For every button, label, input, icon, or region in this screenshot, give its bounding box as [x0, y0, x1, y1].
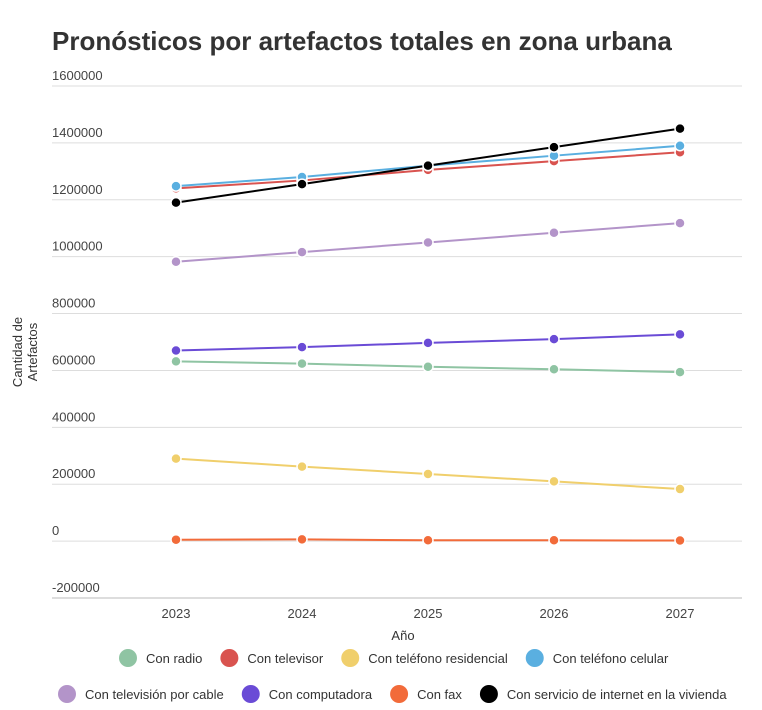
- data-point: [296, 341, 308, 353]
- series-lines: [170, 122, 686, 547]
- data-point: [548, 333, 560, 345]
- legend-swatch: [479, 685, 498, 703]
- data-point: [674, 139, 686, 152]
- legend-label: Con teléfono celular: [553, 651, 669, 666]
- data-point: [296, 357, 308, 370]
- data-point: [548, 227, 560, 239]
- legend-item: Con computadora: [241, 685, 373, 703]
- data-point: [170, 355, 182, 368]
- data-point: [674, 122, 686, 135]
- series-6: [170, 533, 686, 547]
- axes: -200000 0 200000 400000 600000 800000 1000000 1…: [10, 68, 694, 643]
- data-point: [548, 475, 560, 488]
- legend-label: Con servicio de internet en la vivienda: [507, 687, 727, 702]
- x-tick-label: 2026: [540, 606, 569, 621]
- data-point: [548, 534, 560, 547]
- data-point: [674, 483, 686, 495]
- data-point: [170, 196, 182, 209]
- data-point: [170, 533, 182, 546]
- data-point: [170, 344, 182, 357]
- x-tick-label: 2024: [288, 606, 317, 621]
- chart-title: Pronósticos por artefactos totales en zo…: [52, 26, 672, 56]
- y-axis-title: Cantidad deArtefactos: [10, 317, 40, 387]
- legend-item: Con servicio de internet en la vivienda: [479, 685, 727, 703]
- series-0: [170, 355, 686, 378]
- legend-swatch: [241, 685, 260, 703]
- legend-item: Con fax: [390, 685, 462, 703]
- y-tick-label: 1200000: [52, 182, 103, 197]
- legend-label: Con televisión por cable: [85, 687, 224, 702]
- data-point: [422, 337, 434, 349]
- legend-item: Con televisor: [220, 649, 324, 667]
- legend-label: Con fax: [417, 687, 462, 702]
- series-2: [170, 452, 686, 495]
- legend-item: Con teléfono celular: [525, 649, 669, 667]
- legend-item: Con teléfono residencial: [341, 649, 508, 667]
- x-tick-label: 2027: [666, 606, 695, 621]
- y-tick-label: 200000: [52, 466, 95, 481]
- legend-label: Con radio: [146, 651, 202, 666]
- data-point: [170, 452, 182, 465]
- legend-item: Con televisión por cable: [58, 685, 224, 703]
- y-tick-label: 600000: [52, 352, 95, 367]
- data-point: [170, 256, 182, 268]
- data-point: [296, 460, 308, 473]
- legend-label: Con teléfono residencial: [368, 651, 508, 666]
- legend-swatch: [390, 685, 409, 703]
- y-tick-label: 800000: [52, 296, 95, 311]
- data-point: [674, 366, 686, 378]
- legend-label: Con computadora: [269, 687, 373, 702]
- legend-swatch: [341, 649, 360, 667]
- legend-swatch: [119, 649, 137, 667]
- data-point: [422, 360, 434, 373]
- x-tick-label: 2025: [414, 606, 443, 621]
- legend-swatch: [220, 649, 239, 667]
- series-5: [170, 328, 686, 357]
- data-point: [296, 533, 308, 546]
- data-point: [296, 246, 308, 258]
- data-point: [422, 534, 434, 547]
- y-tick-label: 400000: [52, 409, 95, 424]
- x-tick-label: 2023: [162, 606, 191, 621]
- data-point: [422, 468, 434, 480]
- y-tick-label: 1000000: [52, 239, 103, 254]
- legend-label: Con televisor: [247, 651, 324, 666]
- y-tick-label: 0: [52, 523, 59, 538]
- legend-swatch: [525, 649, 544, 667]
- data-point: [170, 180, 182, 192]
- x-axis-title: Año: [391, 628, 414, 643]
- y-tick-label: 1600000: [52, 68, 103, 83]
- y-tick-label: 1400000: [52, 125, 103, 140]
- data-point: [548, 363, 560, 376]
- data-point: [674, 534, 686, 547]
- data-point: [548, 141, 560, 153]
- legend-item: Con radio: [119, 649, 202, 667]
- series-7: [170, 122, 686, 209]
- y-tick-label: -200000: [52, 580, 100, 595]
- legend-swatch: [58, 685, 76, 703]
- data-point: [674, 328, 686, 341]
- legend: Con radio Con televisor Con teléfono resid…: [58, 649, 727, 703]
- data-point: [422, 159, 434, 172]
- series-4: [170, 217, 686, 268]
- data-point: [422, 236, 434, 249]
- gridlines: [52, 85, 742, 599]
- data-point: [296, 178, 308, 190]
- data-point: [674, 217, 686, 229]
